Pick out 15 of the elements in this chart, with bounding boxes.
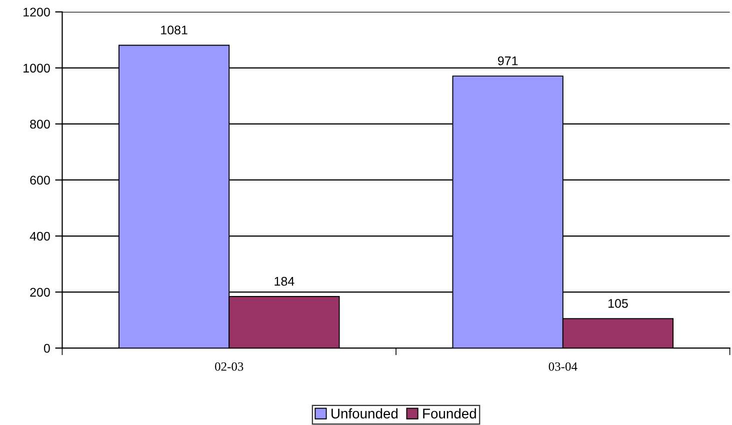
y-tick-label: 0 [44, 344, 50, 353]
y-tick-label: 1000 [24, 64, 50, 73]
data-label: 105 [608, 299, 628, 308]
data-label: 184 [274, 276, 294, 286]
legend-label: Unfounded [332, 408, 398, 418]
legend-label: Founded [423, 408, 476, 418]
y-tick-label: 400 [30, 232, 50, 241]
x-tick-label: 02-03 [215, 362, 244, 371]
data-label: 1081 [161, 26, 188, 34]
y-tick-label: 600 [30, 176, 50, 185]
data-label: 971 [498, 56, 518, 66]
y-tick-label: 1200 [24, 8, 50, 17]
y-tick-label: 200 [30, 288, 50, 297]
x-tick-label: 03-04 [548, 362, 578, 371]
y-tick-label: 800 [30, 120, 50, 129]
